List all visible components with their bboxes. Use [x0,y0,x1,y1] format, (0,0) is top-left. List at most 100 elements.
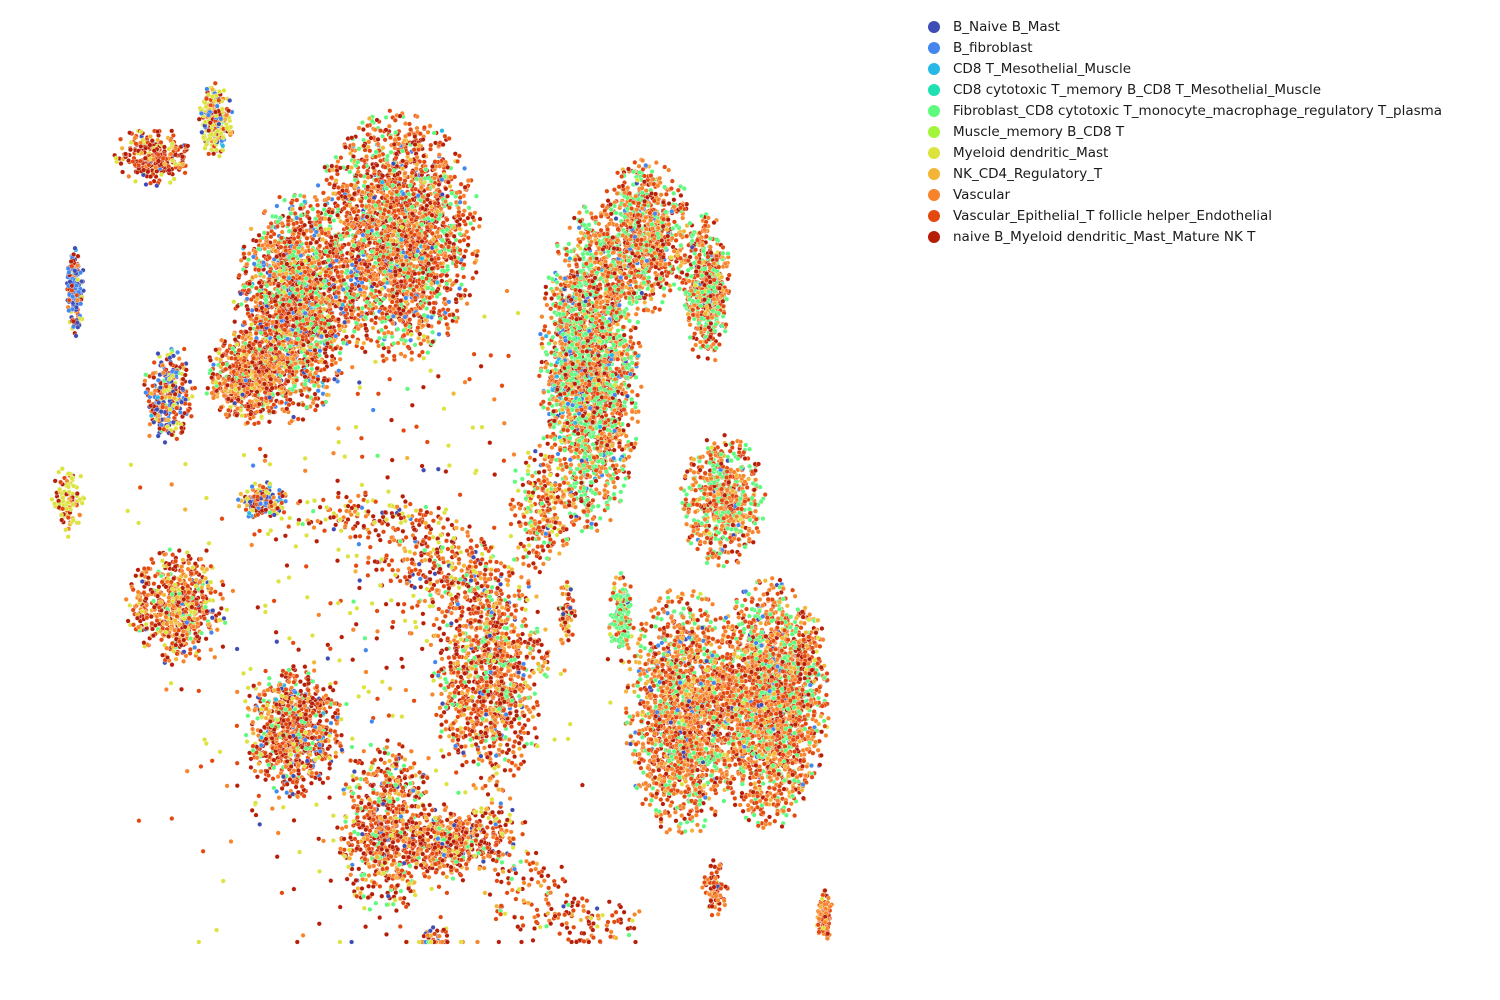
scatter-point [464,301,470,307]
scatter-point [314,342,320,348]
scatter-point [342,281,348,287]
scatter-point [361,340,367,346]
scatter-point [350,238,356,244]
scatter-point [439,177,445,183]
scatter-point [333,360,339,366]
scatter-point [445,263,450,269]
scatter-point [468,221,474,226]
scatter-point [278,314,284,320]
scatter-point [365,132,371,137]
scatter-point [280,302,286,308]
scatter-point [367,254,373,260]
scatter-point [386,176,392,182]
scatter-point [311,383,317,389]
scatter-point [408,127,414,132]
scatter-point [304,241,309,246]
scatter-point [314,197,320,203]
scatter-point [354,339,360,345]
scatter-point [276,341,282,347]
scatter-point [246,251,252,257]
scatter-point [349,165,354,171]
scatter-point [351,209,357,215]
scatter-point [331,218,337,223]
scatter-point [397,113,403,119]
scatter-point [247,281,252,287]
scatter-point [456,153,462,159]
scatter-point [238,291,244,297]
scatter-point [286,302,292,308]
scatter-point [392,117,398,123]
scatter-point [464,229,470,235]
scatter-point [318,326,324,332]
scatter-point [256,267,262,273]
scatter-point [453,278,459,284]
scatter-point [314,365,320,371]
scatter-point [336,368,342,374]
scatter-point [359,345,365,351]
scatter-point [278,215,284,221]
scatter-point [402,170,408,176]
scatter-point [417,131,423,137]
scatter-point [338,306,344,312]
scatter-point [333,248,339,254]
scatter-point [375,141,381,147]
scatter-point [472,260,478,266]
scatter-point [342,313,348,319]
scatter-point [241,251,247,257]
scatter-point [398,258,404,263]
scatter-point [409,211,415,217]
scatter-point [393,213,399,219]
scatter-point [302,310,308,316]
scatter-point [444,321,450,327]
scatter-point [457,293,463,298]
scatter-point [447,174,453,180]
scatter-point [400,211,406,217]
scatter-point [286,275,292,281]
scatter-point [279,260,284,266]
scatter-point [318,333,324,339]
scatter-point [335,159,341,164]
scatter-point [322,202,328,208]
scatter-point [349,282,355,288]
scatter-point [442,253,448,259]
scatter-point [402,178,408,184]
scatter-point [465,235,471,241]
scatter-point [380,245,386,251]
scatter-point [266,249,271,255]
scatter-point [335,269,340,275]
scatter-point [398,298,404,304]
scatter-point [320,260,326,266]
scatter-point [405,344,411,350]
scatter-point [406,266,412,272]
scatter-points [49,80,835,945]
scatter-point [346,339,352,345]
scatter-point [436,319,442,325]
scatter-point [338,155,344,161]
scatter-point [328,235,334,240]
scatter-point [462,200,468,206]
scatter-point [382,269,388,275]
scatter-point [377,335,382,341]
scatter-point [274,254,280,260]
scatter-point [353,233,358,239]
scatter-point [236,272,242,278]
scatter-point [263,235,269,240]
scatter-point [335,212,341,218]
scatter-point [304,316,310,322]
scatter-point [347,169,353,175]
scatter-point [321,306,327,312]
scatter-point [282,327,288,333]
scatter-point [445,179,451,185]
scatter-point [462,287,468,293]
scatter-point [307,372,313,378]
scatter-point [326,195,332,201]
scatter-point [292,211,298,216]
scatter-point [374,117,380,123]
scatter-point [402,353,408,359]
scatter-point [348,182,354,188]
scatter-point [296,265,302,271]
scatter-point [351,242,357,248]
scatter-point [304,235,310,241]
scatter-point [248,226,254,232]
scatter-point [243,329,249,335]
